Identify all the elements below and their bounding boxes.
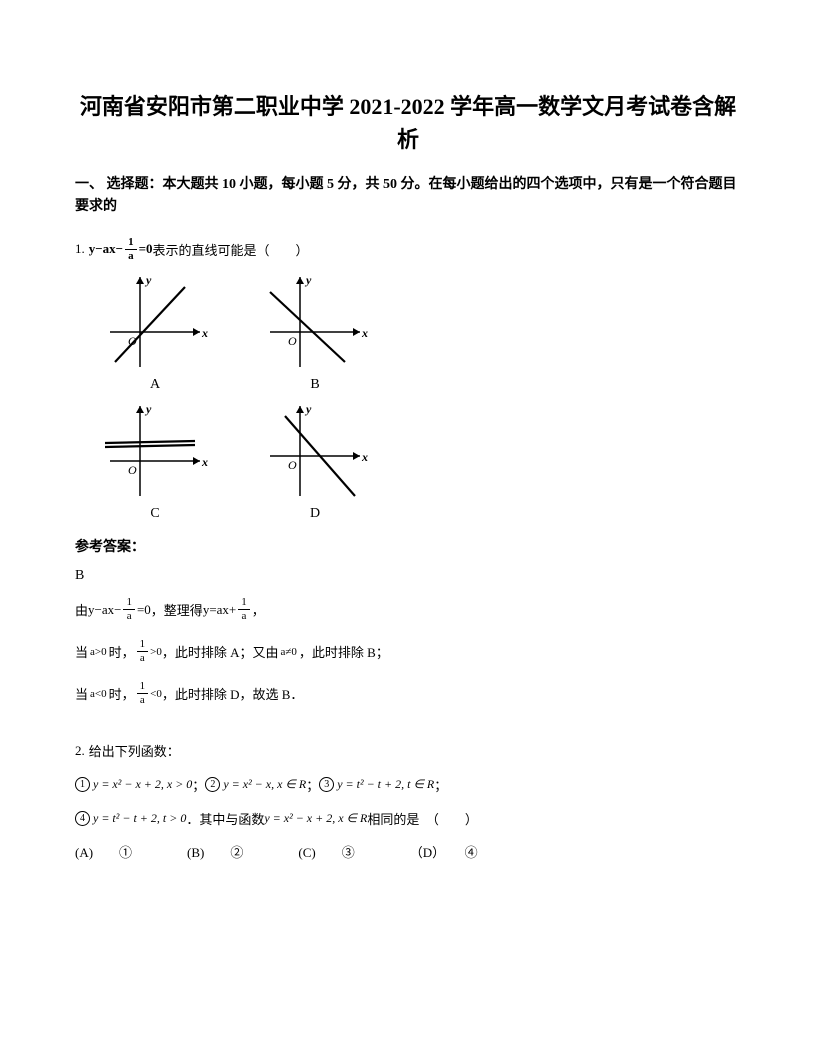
graph-a: x y O A xyxy=(100,272,210,393)
graph-b-svg: x y O xyxy=(260,272,370,372)
q1-sol-line2: 当 a>0 时， 1a >0 ，此时排除 A；又由 a≠0 ，此时排除 B； xyxy=(75,638,741,666)
label-a: A xyxy=(100,377,210,393)
sep1: ； xyxy=(192,775,205,794)
sol3-tail: ，此时排除 D，故选 B． xyxy=(162,684,304,703)
q1-sol-line1: 由 y−ax− 1a =0 ，整理得 y=ax+ 1a ， xyxy=(75,596,741,624)
sol1-eq2-pre: y=ax+ xyxy=(203,602,236,618)
q2-opt-a: (A) ① xyxy=(75,842,132,861)
graph-b: x y O B xyxy=(260,272,370,393)
svg-text:O: O xyxy=(288,334,297,348)
q2-opt-d: （D） ④ xyxy=(410,842,478,861)
f-d: a xyxy=(127,610,132,622)
q2-f2: y = x² − x, x ∈ R xyxy=(223,777,306,792)
q1-answer: B xyxy=(75,568,741,584)
label-b: B xyxy=(260,377,370,393)
frac-num: 1 xyxy=(125,237,137,250)
q2-stem: 2. 给出下列函数： xyxy=(75,740,741,762)
sol1-eq2: y=ax+ 1a ， xyxy=(203,597,265,622)
sol2-mid1: 时， xyxy=(109,642,135,661)
graph-d-svg: x y O xyxy=(260,401,370,501)
svg-text:x: x xyxy=(201,455,208,469)
svg-text:O: O xyxy=(288,458,297,472)
section-heading: 一、 选择题：本大题共 10 小题，每小题 5 分，共 50 分。在每小题给出的… xyxy=(75,174,741,219)
sol2-ineq: >0 xyxy=(150,646,162,658)
sol1-eq1-post: =0 xyxy=(137,602,151,618)
q2-f4: y = t² − t + 2, t > 0 xyxy=(93,811,186,826)
label-c: C xyxy=(100,506,210,522)
q2-functions-row1: 1 y = x² − x + 2, x > 0 ； 2 y = x² − x, … xyxy=(75,774,741,796)
page-title: 河南省安阳市第二职业中学 2021-2022 学年高一数学文月考试卷含解析 xyxy=(75,90,741,156)
q1-number: 1. xyxy=(75,241,85,257)
sol2-tail: ，此时排除 A；又由 xyxy=(162,642,279,661)
graph-d: x y O D xyxy=(260,401,370,522)
f-d4: a xyxy=(140,694,145,706)
graph-a-svg: x y O xyxy=(100,272,210,372)
svg-text:y: y xyxy=(304,402,312,416)
svg-text:y: y xyxy=(304,273,312,287)
q1-tail: 表示的直线可能是（ ） xyxy=(153,240,309,259)
q1-stem: 1. y−ax− 1 a =0 表示的直线可能是（ ） xyxy=(75,237,741,262)
q1-answer-label: 参考答案： xyxy=(75,536,741,556)
circ-2: 2 xyxy=(205,777,220,792)
graph-c-svg: x y O xyxy=(100,401,210,501)
svg-text:x: x xyxy=(361,450,368,464)
sol2-pre: 当 xyxy=(75,642,88,661)
f-n3: 1 xyxy=(137,639,149,652)
sol2-cond2: a≠0 xyxy=(280,646,296,658)
sol1-eq1: y−ax− 1a =0 xyxy=(88,597,151,622)
q1-eq-prefix: y−ax− xyxy=(89,241,123,257)
f-n4: 1 xyxy=(137,681,149,694)
q2-num: 2. xyxy=(75,743,85,759)
sep2: ； xyxy=(306,775,319,794)
sol1-eq2-post: ， xyxy=(252,600,265,619)
q2-stem-text: 给出下列函数： xyxy=(89,741,180,760)
circ-4: 4 xyxy=(75,811,90,826)
sol1-pre: 由 xyxy=(75,600,88,619)
svg-text:y: y xyxy=(144,273,152,287)
circ-3: 3 xyxy=(319,777,334,792)
sol3-ineq: <0 xyxy=(150,688,162,700)
q2-f1: y = x² − x + 2, x > 0 xyxy=(93,777,192,792)
q2-functions-row2: 4 y = t² − t + 2, t > 0 ．其中与函数 y = x² − … xyxy=(75,808,741,830)
sol3-pre: 当 xyxy=(75,684,88,703)
f-n2: 1 xyxy=(238,597,250,610)
svg-text:y: y xyxy=(144,402,152,416)
q1-equation: y−ax− 1 a =0 xyxy=(89,237,153,262)
q1-eq-suffix: =0 xyxy=(139,241,153,257)
sol2-tail2: ，此时排除 B； xyxy=(299,642,389,661)
f-d2: a xyxy=(242,610,247,622)
sep3: ； xyxy=(434,775,447,794)
circ-1: 1 xyxy=(75,777,90,792)
sol1-mid: ，整理得 xyxy=(151,600,203,619)
sol2-cond: a>0 xyxy=(90,646,107,658)
q2-opt-c: (C) ③ xyxy=(298,842,354,861)
graph-c: x y O C xyxy=(100,401,210,522)
frac-den: a xyxy=(128,250,134,262)
sol1-eq1-pre: y−ax− xyxy=(88,602,121,618)
q2-options: (A) ① (B) ② (C) ③ （D） ④ xyxy=(75,842,741,861)
q2-target: y = x² − x + 2, x ∈ R xyxy=(264,811,367,826)
f-n: 1 xyxy=(123,597,135,610)
f-d3: a xyxy=(140,652,145,664)
sol3-cond: a<0 xyxy=(90,688,107,700)
q2-mid: ．其中与函数 xyxy=(186,809,264,828)
svg-text:x: x xyxy=(361,326,368,340)
q2-f3: y = t² − t + 2, t ∈ R xyxy=(337,777,434,792)
q1-eq-frac: 1 a xyxy=(125,237,137,262)
q2-opt-b: (B) ② xyxy=(187,842,243,861)
q1-graphs: x y O A x y O B xyxy=(100,272,741,522)
q2-tail: 相同的是 （ ） xyxy=(367,809,478,828)
svg-text:O: O xyxy=(128,463,137,477)
sol3-mid1: 时， xyxy=(109,684,135,703)
q1-sol-line3: 当 a<0 时， 1a <0 ，此时排除 D，故选 B． xyxy=(75,680,741,708)
label-d: D xyxy=(260,506,370,522)
svg-text:x: x xyxy=(201,326,208,340)
